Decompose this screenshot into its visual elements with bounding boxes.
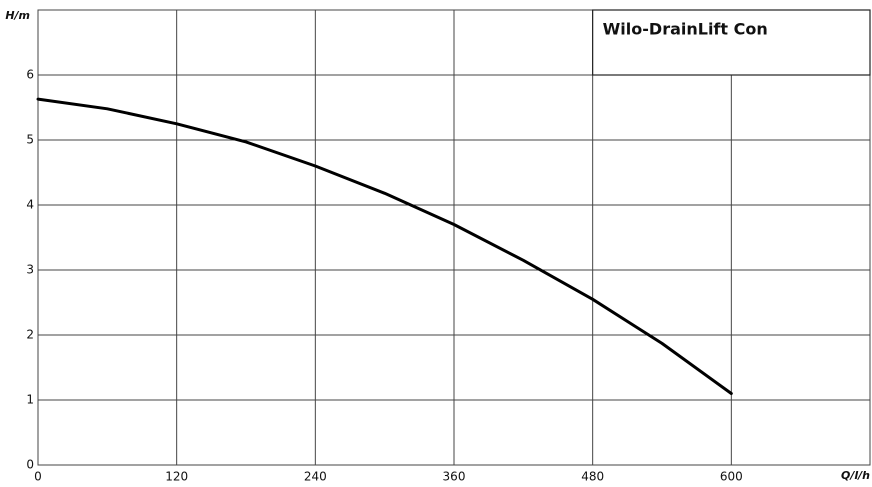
x-tick-label: 600 [720,470,743,484]
y-tick-label: 0 [26,458,34,472]
y-tick-label: 5 [26,133,34,147]
y-tick-label: 2 [26,328,34,342]
y-tick-label: 3 [26,263,34,277]
x-axis-label: Q/l/h [841,469,870,482]
y-tick-label: 1 [26,393,34,407]
x-tick-label: 240 [304,470,327,484]
pump-curve [36,97,733,395]
title-box [592,9,871,76]
x-tick-label: 480 [581,470,604,484]
x-tick-label: 120 [165,470,188,484]
y-axis-label: H/m [5,9,30,22]
y-tick-label: 4 [26,198,34,212]
chart-title: Wilo-DrainLift Con [603,20,768,39]
x-tick-label: 0 [34,470,42,484]
x-tick-label: 360 [443,470,466,484]
y-tick-label: 6 [26,68,34,82]
